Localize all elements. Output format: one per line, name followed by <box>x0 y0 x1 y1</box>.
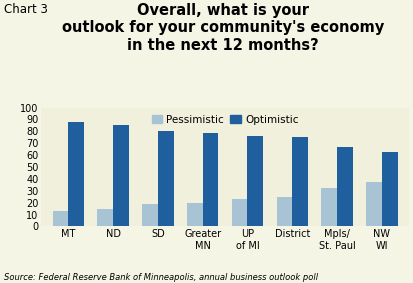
Bar <box>97 209 113 226</box>
Bar <box>277 197 292 226</box>
Bar <box>382 151 398 226</box>
Bar <box>158 131 173 226</box>
Bar <box>292 137 308 226</box>
Bar <box>52 211 68 226</box>
Bar <box>247 136 263 226</box>
Bar <box>68 122 84 226</box>
Text: Source: Federal Reserve Bank of Minneapolis, annual business outlook poll: Source: Federal Reserve Bank of Minneapo… <box>4 273 318 282</box>
Legend: Pessimistic, Optimistic: Pessimistic, Optimistic <box>147 110 303 129</box>
Bar <box>366 183 382 226</box>
Text: Overall, what is your
outlook for your community's economy
in the next 12 months: Overall, what is your outlook for your c… <box>62 3 384 53</box>
Bar <box>187 203 203 226</box>
Bar <box>321 188 337 226</box>
Text: Chart 3: Chart 3 <box>4 3 48 16</box>
Bar <box>337 147 353 226</box>
Bar <box>142 204 158 226</box>
Bar <box>113 125 129 226</box>
Bar <box>232 199 247 226</box>
Bar <box>203 132 218 226</box>
